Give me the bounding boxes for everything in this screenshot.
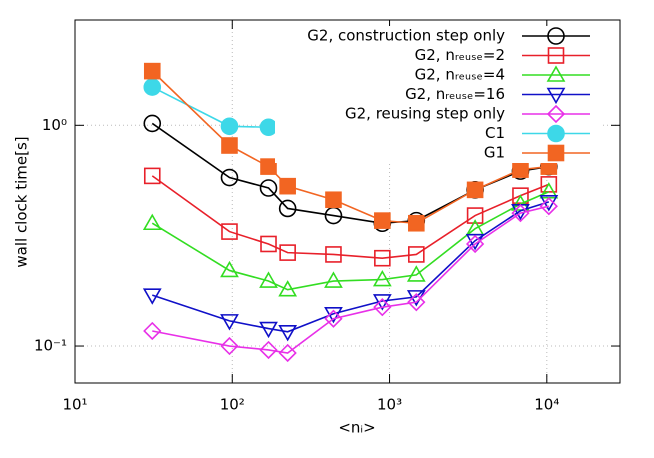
legend-label: G2, reusing step only bbox=[345, 105, 505, 123]
marker bbox=[220, 314, 239, 331]
marker bbox=[407, 293, 426, 312]
legend-bg bbox=[275, 123, 600, 144]
y-tick-label: 10⁰ bbox=[42, 116, 67, 134]
marker bbox=[259, 179, 278, 197]
marker bbox=[143, 167, 161, 185]
marker bbox=[372, 269, 392, 287]
marker bbox=[278, 343, 297, 363]
marker bbox=[466, 207, 484, 224]
marker bbox=[408, 214, 425, 232]
marker bbox=[547, 27, 565, 45]
legend-bg bbox=[275, 84, 600, 105]
marker bbox=[259, 271, 278, 288]
marker bbox=[143, 321, 162, 341]
marker bbox=[143, 62, 161, 80]
legend-bg bbox=[275, 45, 600, 66]
legend-label: G2, nᵣₑᵤₛₑ=4 bbox=[415, 66, 505, 84]
marker bbox=[260, 235, 277, 253]
marker bbox=[324, 271, 343, 288]
marker bbox=[374, 212, 391, 229]
marker bbox=[547, 124, 565, 143]
series-line bbox=[152, 205, 550, 354]
marker bbox=[220, 117, 239, 136]
x-tick-label: 10² bbox=[220, 396, 245, 414]
legend-bg bbox=[275, 104, 600, 124]
y-tick-label: 10⁻¹ bbox=[34, 337, 67, 355]
marker bbox=[374, 249, 391, 267]
series-line bbox=[151, 175, 550, 260]
marker bbox=[373, 298, 392, 317]
legend-bg bbox=[275, 143, 600, 163]
legend-label: G2, nᵣₑᵤₛₑ=2 bbox=[415, 46, 505, 64]
series-line bbox=[152, 201, 550, 333]
marker bbox=[546, 65, 566, 82]
marker bbox=[466, 181, 484, 199]
legend-label: G1 bbox=[484, 144, 505, 162]
marker bbox=[546, 104, 566, 124]
marker bbox=[278, 199, 297, 218]
marker bbox=[406, 265, 426, 282]
marker bbox=[259, 321, 278, 339]
x-tick-label: 10³ bbox=[377, 396, 402, 414]
legend-label: C1 bbox=[485, 124, 505, 142]
marker bbox=[408, 246, 425, 263]
x-axis-label: <nᵢ> bbox=[338, 419, 375, 437]
marker bbox=[372, 294, 392, 311]
marker bbox=[325, 191, 342, 209]
marker bbox=[143, 78, 162, 96]
marker bbox=[547, 144, 565, 162]
marker bbox=[221, 137, 238, 154]
marker bbox=[546, 87, 566, 105]
legend-bg bbox=[275, 26, 600, 46]
y-axis-label: wall clock time[s] bbox=[13, 136, 31, 267]
marker bbox=[142, 213, 162, 231]
marker bbox=[512, 161, 529, 178]
marker bbox=[539, 197, 558, 216]
marker bbox=[260, 158, 277, 175]
marker bbox=[547, 47, 565, 64]
marker bbox=[142, 288, 162, 305]
x-tick-label: 10⁴ bbox=[534, 396, 559, 414]
marker bbox=[143, 114, 162, 133]
marker bbox=[325, 246, 342, 263]
marker bbox=[511, 204, 530, 223]
marker bbox=[220, 168, 239, 187]
marker bbox=[220, 260, 239, 278]
marker bbox=[279, 244, 296, 261]
x-tick-label: 10¹ bbox=[62, 396, 87, 414]
marker bbox=[278, 280, 298, 297]
series-line bbox=[151, 70, 549, 225]
marker bbox=[220, 336, 239, 356]
marker bbox=[259, 118, 278, 137]
marker bbox=[324, 309, 343, 328]
legend-label: G2, construction step only bbox=[307, 27, 505, 45]
plot-frame bbox=[74, 19, 621, 384]
series-line bbox=[151, 191, 550, 291]
marker bbox=[221, 223, 238, 240]
marker bbox=[259, 340, 278, 360]
legend-label: G2, nᵣₑᵤₛₑ=16 bbox=[405, 85, 505, 103]
marker bbox=[279, 177, 296, 195]
legend-bg bbox=[275, 65, 600, 85]
marker bbox=[278, 325, 298, 342]
marker bbox=[465, 234, 485, 254]
